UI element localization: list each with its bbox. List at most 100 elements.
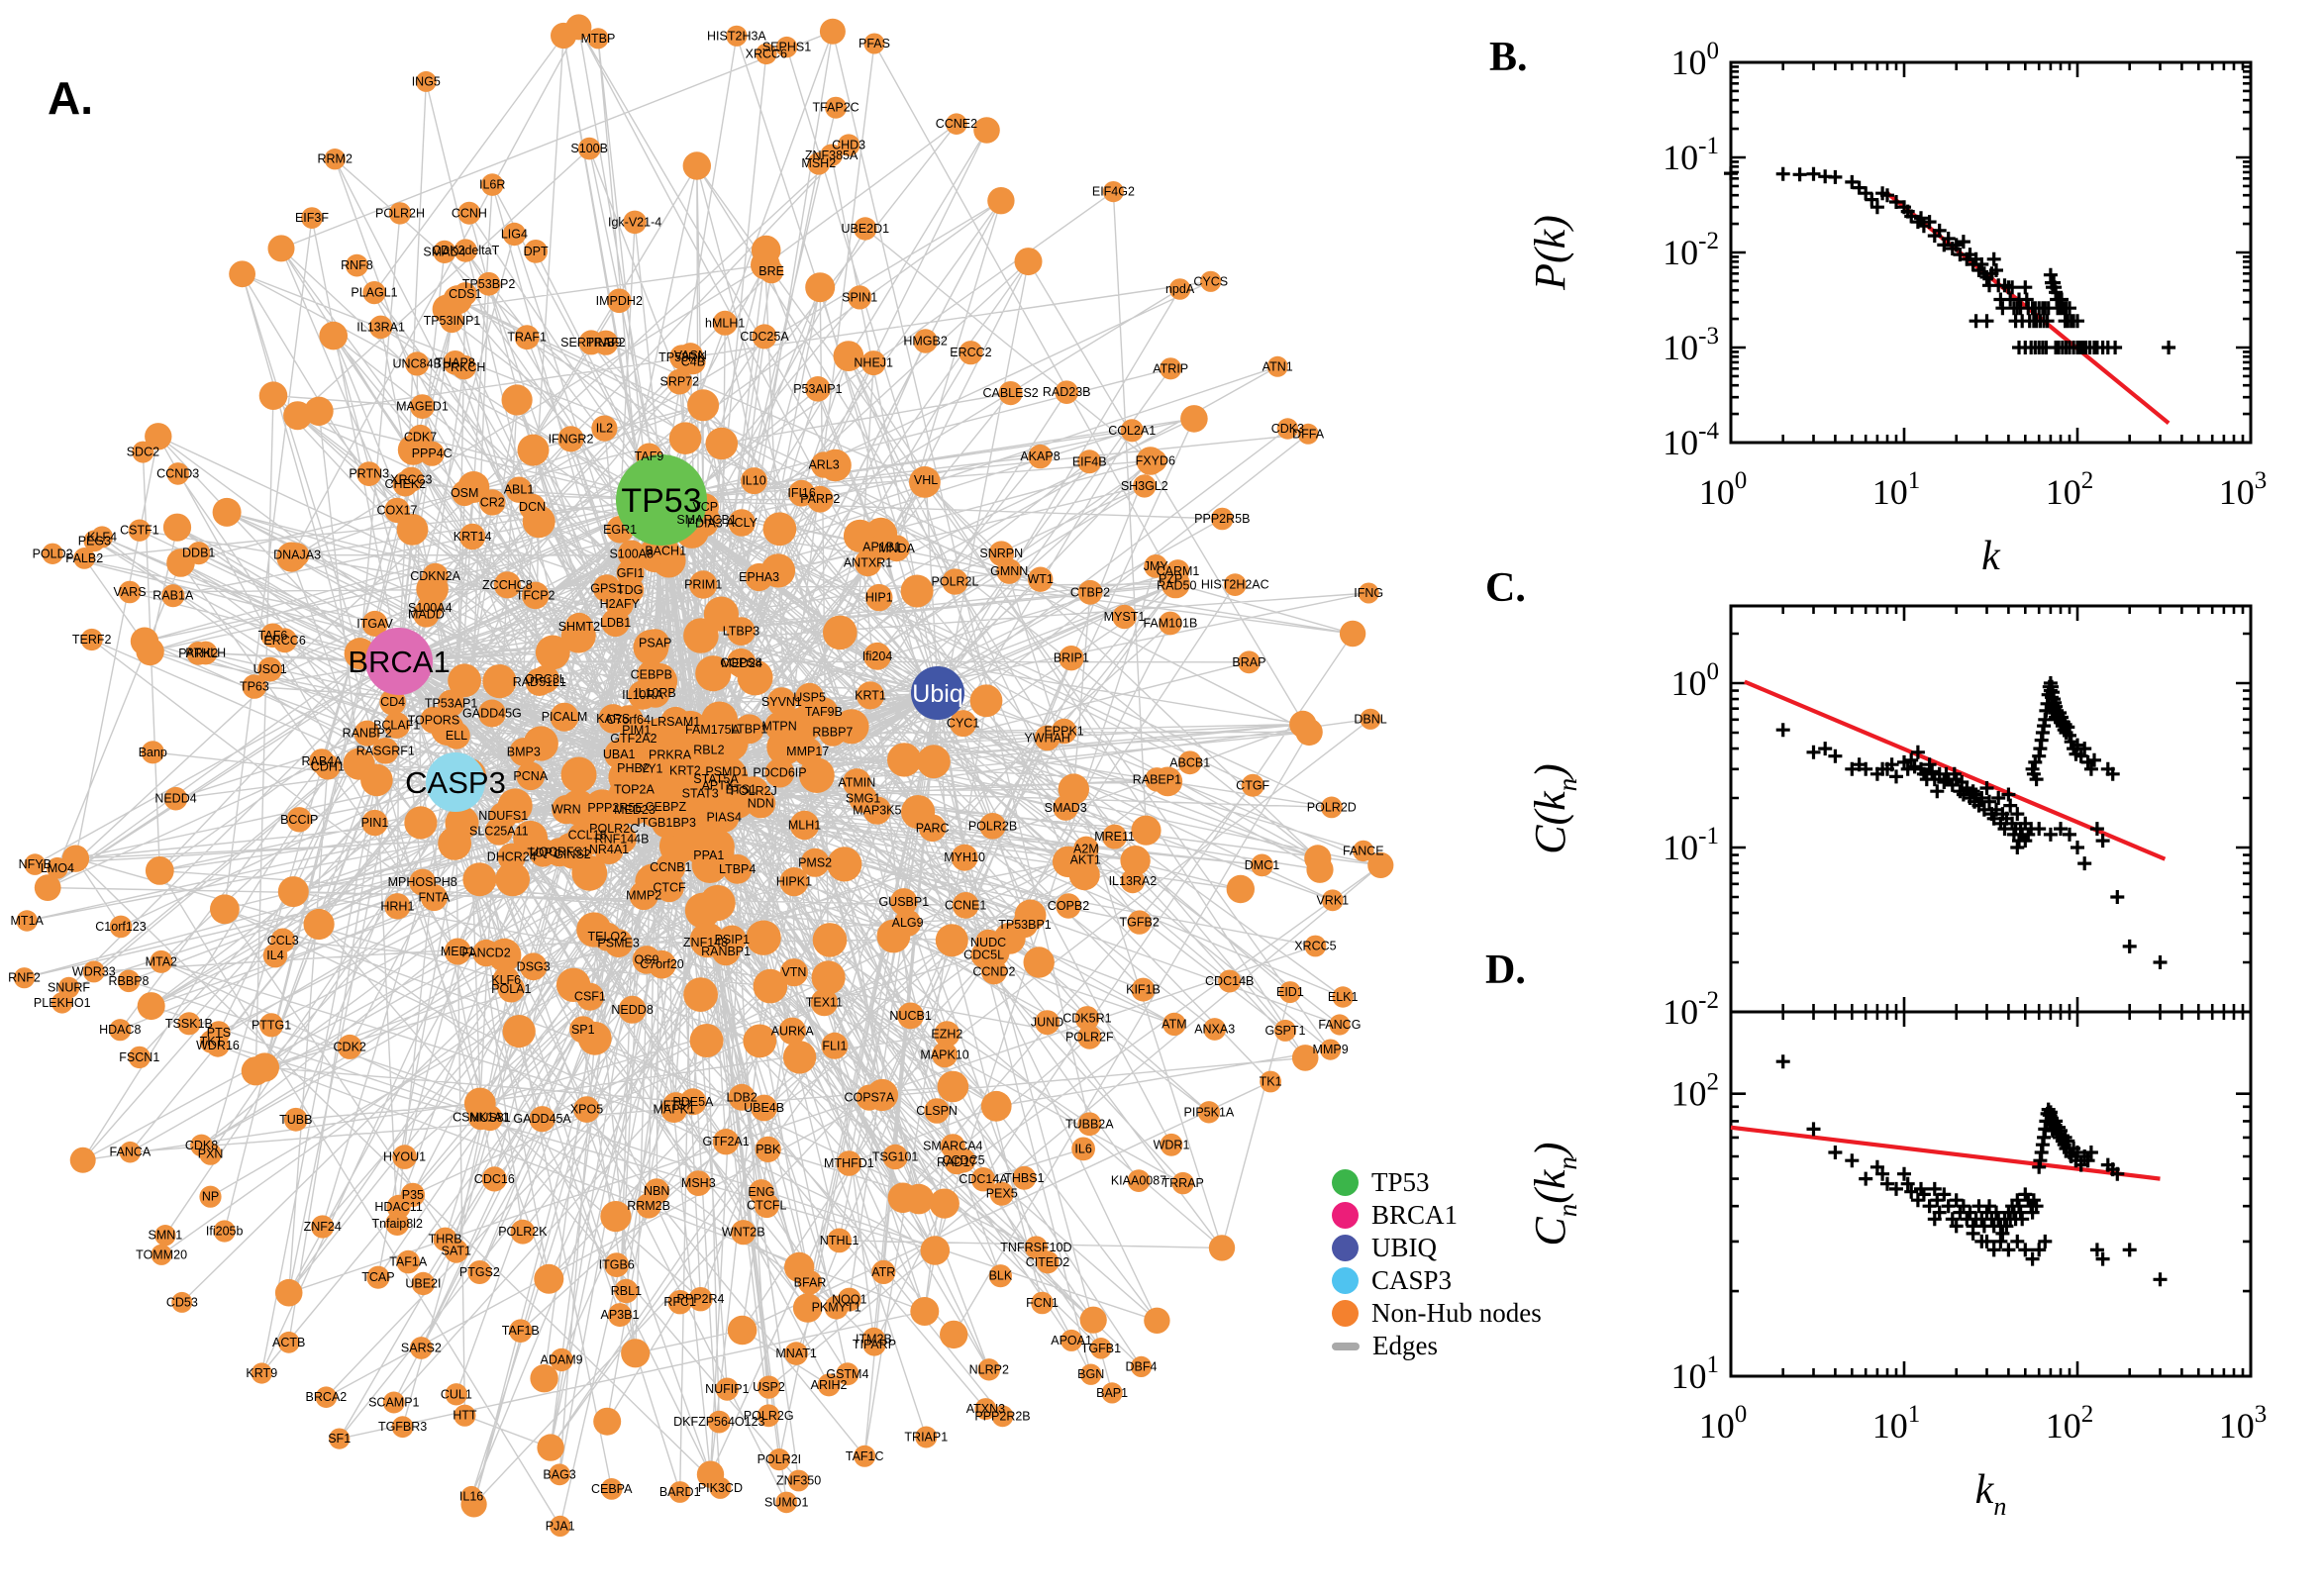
network-node-label: PLAGL1 xyxy=(351,286,397,300)
network-node xyxy=(267,235,295,262)
network-node-label: TK1 xyxy=(1260,1075,1282,1089)
network-node-label: ATMIN xyxy=(838,775,875,789)
hub-node-label-tp53: TP53 xyxy=(621,482,701,520)
network-node xyxy=(1035,1010,1060,1036)
network-node xyxy=(977,1358,1000,1381)
network-node-label: AP1B1 xyxy=(862,541,901,554)
network-node-label: RRM2B xyxy=(627,1199,670,1213)
network-node xyxy=(741,467,767,495)
network-node-label: PJA1 xyxy=(546,1519,575,1533)
network-node-label: BRIP1 xyxy=(1054,651,1089,665)
network-node xyxy=(1160,357,1182,380)
network-node-label: GSPT1 xyxy=(1265,1024,1306,1038)
network-node-label: CDK8 xyxy=(185,1139,218,1152)
network-node xyxy=(600,1201,632,1233)
x-axis-label: k xyxy=(1981,534,2001,579)
network-node xyxy=(454,239,477,262)
network-node xyxy=(616,575,645,605)
network-node xyxy=(525,667,554,696)
network-node xyxy=(497,843,526,871)
network-node xyxy=(343,748,375,780)
network-node-label: SUMO1 xyxy=(764,1495,809,1509)
network-node xyxy=(934,1021,960,1047)
network-node xyxy=(69,1147,96,1173)
network-node-label: PRKCH xyxy=(443,360,486,374)
network-node-label: MYST1 xyxy=(1104,610,1146,624)
y-tick-label: 10-2 xyxy=(1663,228,1719,272)
network-node xyxy=(362,281,386,305)
network-node xyxy=(517,434,550,466)
network-node-label: SARS2 xyxy=(401,1342,442,1355)
network-node xyxy=(510,1219,536,1245)
network-node-label: PTGS2 xyxy=(459,1265,500,1279)
axis-ticks xyxy=(1731,1012,2251,1376)
network-node-label: ETS1 xyxy=(726,783,757,797)
network-node-label: TRAF1 xyxy=(507,331,547,345)
hub-node-label-brca1: BRCA1 xyxy=(348,645,450,679)
network-node-label: TUBB2A xyxy=(1065,1117,1114,1131)
network-node xyxy=(379,688,406,716)
network-node xyxy=(1160,1133,1183,1156)
network-node xyxy=(1120,868,1146,894)
network-node xyxy=(420,884,448,912)
x-tick-label: 100 xyxy=(1699,467,1748,512)
network-node-label: SPIN1 xyxy=(842,290,877,304)
network-node-label: DMC1 xyxy=(1245,858,1279,872)
network-node xyxy=(767,1448,791,1471)
network-node xyxy=(445,806,479,841)
network-node-label: SMAD3 xyxy=(1045,801,1087,815)
network-node xyxy=(660,706,691,738)
network-node-label: NHEJ1 xyxy=(854,356,893,370)
network-node-label: P53AIP1 xyxy=(793,382,842,396)
network-node-label: PPA1 xyxy=(693,848,724,862)
network-node-label: RRM2 xyxy=(317,152,352,166)
network-node-label: CCL3 xyxy=(267,934,299,948)
network-node xyxy=(1304,935,1327,957)
network-node xyxy=(1211,507,1234,531)
network-node-label: WNT2B xyxy=(722,1226,765,1240)
network-node xyxy=(163,786,188,811)
network-node xyxy=(800,848,830,877)
network-node xyxy=(833,341,864,371)
network-node-label: Igk-V21-4 xyxy=(608,215,661,229)
network-node xyxy=(715,1377,739,1401)
network-node-label: TGFBR3 xyxy=(378,1420,427,1434)
network-node-label: ATN1 xyxy=(1262,359,1293,373)
network-node xyxy=(1131,977,1156,1002)
network-node-label: SNRPN xyxy=(979,547,1023,560)
network-node-label: CDK2deltaT xyxy=(432,244,499,257)
network-node xyxy=(1168,278,1191,300)
network-node-label: ERCC6 xyxy=(263,634,305,648)
network-node xyxy=(565,14,592,41)
plot-frame xyxy=(1729,1010,2253,1378)
network-node-label: PCNA xyxy=(513,769,548,783)
network-node-label: PICALM xyxy=(542,710,588,724)
network-node xyxy=(452,354,476,380)
network-node xyxy=(311,1215,335,1239)
network-node-label: MED1 xyxy=(441,945,475,958)
network-node-label: IFI16 xyxy=(787,486,816,500)
network-node xyxy=(917,745,951,779)
network-node xyxy=(161,584,185,608)
network-node xyxy=(787,1469,810,1492)
network-node xyxy=(413,601,440,628)
network-node xyxy=(1329,1014,1351,1036)
network-node xyxy=(775,1491,797,1514)
y-tick-label: 10-3 xyxy=(1663,323,1719,367)
network-node-label: WDR33 xyxy=(72,964,116,978)
network-node-label: CCDC5 xyxy=(942,1153,984,1167)
network-node-label: TKT xyxy=(200,1035,224,1048)
network-node-label: KIF1B xyxy=(1126,983,1161,997)
network-node xyxy=(372,738,399,764)
network-node-label: ABCB1 xyxy=(1169,755,1210,769)
network-node xyxy=(854,549,882,577)
network-node-label: POLR2C xyxy=(589,822,639,836)
network-node xyxy=(550,1347,573,1372)
network-node-label: PXN xyxy=(198,1147,224,1161)
legend-item-ubiq: UBIQ xyxy=(1332,1232,1542,1264)
network-node-label: IFNGR2 xyxy=(549,432,594,446)
network-node xyxy=(854,1445,876,1467)
network-node-label: THAP8 xyxy=(436,355,475,369)
network-node xyxy=(128,519,152,542)
network-node xyxy=(1200,270,1222,292)
